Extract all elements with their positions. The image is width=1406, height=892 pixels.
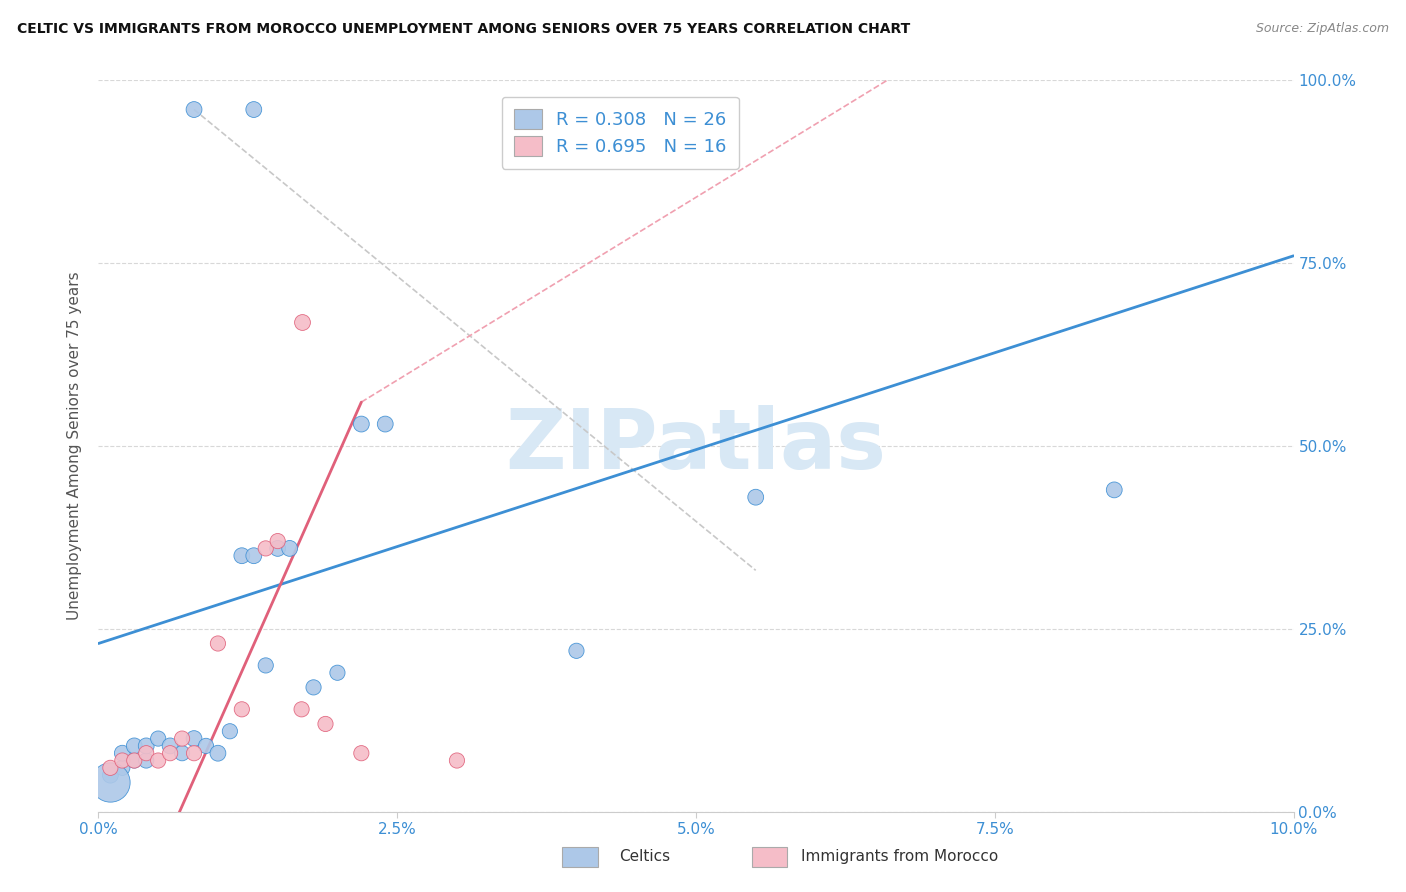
Point [315,717,337,731]
Point [159,746,181,760]
Point [172,746,194,760]
Point [98,775,122,789]
Point [124,754,146,768]
Point [135,746,157,760]
Point [565,644,588,658]
Point [219,724,242,739]
Point [111,754,134,768]
Point [183,731,205,746]
Text: Celtics: Celtics [619,849,669,863]
Text: ZIPatlas: ZIPatlas [506,406,886,486]
Point [254,541,277,556]
Point [350,746,373,760]
Legend: R = 0.308   N = 26, R = 0.695   N = 16: R = 0.308 N = 26, R = 0.695 N = 16 [502,96,740,169]
Point [374,417,396,431]
Point [1104,483,1126,497]
Point [446,754,468,768]
Point [135,754,157,768]
Point [111,746,134,760]
Point [243,549,266,563]
Text: Source: ZipAtlas.com: Source: ZipAtlas.com [1256,22,1389,36]
Point [267,541,290,556]
Point [124,739,146,753]
Point [207,636,229,650]
Text: CELTIC VS IMMIGRANTS FROM MOROCCO UNEMPLOYMENT AMONG SENIORS OVER 75 YEARS CORRE: CELTIC VS IMMIGRANTS FROM MOROCCO UNEMPL… [17,22,910,37]
Point [183,103,205,117]
Point [243,103,266,117]
Point [98,761,122,775]
Point [111,761,134,775]
Point [183,746,205,760]
Text: Immigrants from Morocco: Immigrants from Morocco [801,849,998,863]
Point [148,731,170,746]
Point [231,702,253,716]
Point [302,681,325,695]
Point [278,541,301,556]
Y-axis label: Unemployment Among Seniors over 75 years: Unemployment Among Seniors over 75 years [67,272,83,620]
Point [98,768,122,782]
Point [745,490,768,504]
Point [350,417,373,431]
Point [291,702,314,716]
Point [159,739,181,753]
Point [267,534,290,549]
Point [326,665,349,680]
Point [148,754,170,768]
Point [195,739,218,753]
Point [172,731,194,746]
Point [135,739,157,753]
Point [124,754,146,768]
Point [254,658,277,673]
Point [231,549,253,563]
Point [291,315,314,329]
Point [207,746,229,760]
